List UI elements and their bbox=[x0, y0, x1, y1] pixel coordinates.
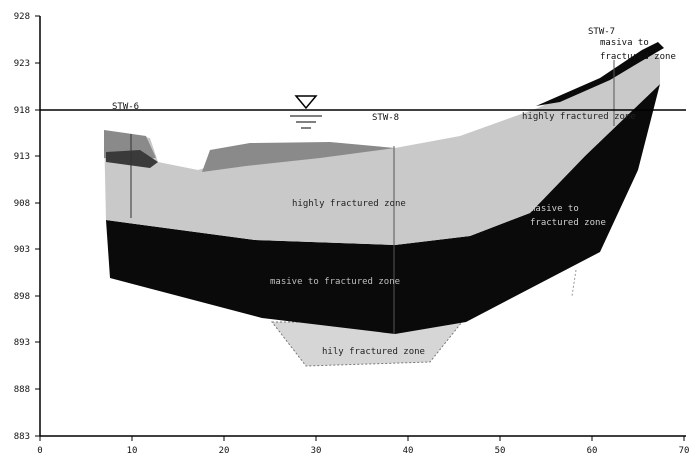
massive-to-fractured-zone bbox=[106, 84, 660, 334]
borehole-label-stw-7: STW-7 bbox=[588, 27, 615, 37]
water-table-icon bbox=[290, 95, 322, 129]
x-tick-label: 0 bbox=[37, 446, 42, 456]
borehole-stw-7-lower bbox=[571, 269, 577, 297]
y-ticks: 928 923 918 913 908 903 898 893 888 883 bbox=[14, 12, 40, 442]
x-tick-label: 70 bbox=[679, 446, 690, 456]
x-tick-label: 50 bbox=[495, 446, 506, 456]
y-tick-label: 883 bbox=[14, 432, 30, 442]
top-right-massive-wedge bbox=[536, 42, 664, 106]
x-tick-label: 20 bbox=[219, 446, 230, 456]
zone-label-top-right-2: fractured zone bbox=[600, 52, 676, 62]
y-tick-label: 898 bbox=[14, 292, 30, 302]
zone-label-massive-right-2: fractured zone bbox=[530, 218, 606, 228]
y-tick-label: 908 bbox=[14, 199, 30, 209]
x-ticks: 0 10 20 30 40 50 60 70 bbox=[37, 436, 689, 456]
zone-label-hily-fractured: hily fractured zone bbox=[322, 347, 425, 357]
zone-label-top-right-1: masiva to bbox=[600, 38, 649, 48]
lower-hily-fractured-zone bbox=[270, 321, 464, 367]
zone-label-massive-right-1: masive to bbox=[530, 204, 579, 214]
overburden-left-dark bbox=[106, 150, 158, 168]
zone-label-massive-center: masive to fractured zone bbox=[270, 277, 400, 287]
x-tick-label: 10 bbox=[127, 446, 138, 456]
y-tick-label: 928 bbox=[14, 12, 30, 22]
y-tick-label: 888 bbox=[14, 385, 30, 395]
y-tick-label: 918 bbox=[14, 106, 30, 116]
highly-fractured-zone bbox=[104, 50, 660, 245]
borehole-label-stw-8: STW-8 bbox=[372, 113, 399, 123]
x-tick-label: 40 bbox=[403, 446, 414, 456]
x-tick-label: 60 bbox=[587, 446, 598, 456]
water-triangle-icon bbox=[294, 95, 318, 110]
y-tick-label: 903 bbox=[14, 245, 30, 255]
x-tick-label: 30 bbox=[311, 446, 322, 456]
zone-label-highly-fractured-upper: highly fractured zone bbox=[292, 199, 406, 209]
y-tick-label: 893 bbox=[14, 338, 30, 348]
y-tick-label: 923 bbox=[14, 59, 30, 69]
y-tick-label: 913 bbox=[14, 152, 30, 162]
zone-label-highly-fractured-right: highly fractured zone bbox=[522, 112, 636, 122]
overburden-center bbox=[202, 142, 395, 172]
borehole-label-stw-6: STW-6 bbox=[112, 102, 139, 112]
